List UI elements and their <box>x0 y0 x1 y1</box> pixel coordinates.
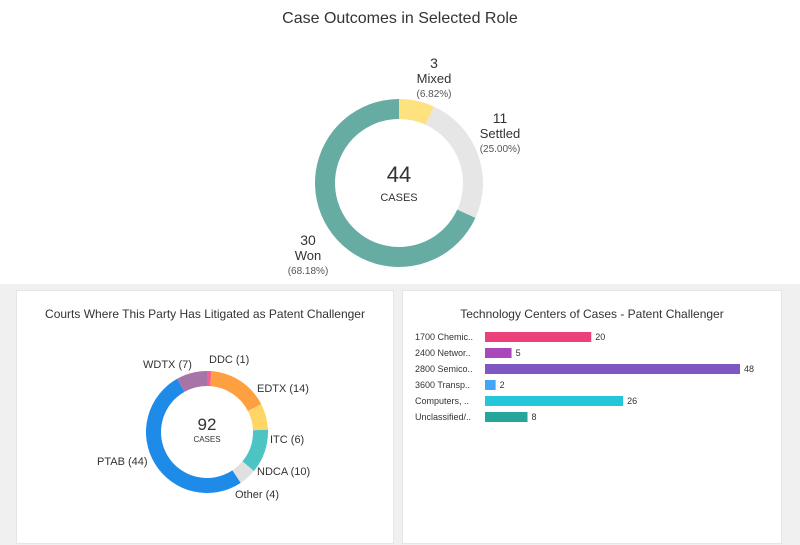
tech-centers-panel: Technology Centers of Cases - Patent Cha… <box>402 290 782 544</box>
center-total-label: CASES <box>380 192 417 204</box>
slice-ndca-10 <box>242 429 268 472</box>
label-mixed-name: Mixed <box>417 71 452 86</box>
label-wdtx-7: WDTX (7) <box>143 359 192 371</box>
slice-mixed <box>399 99 434 125</box>
courts-donut: DDC (1) EDTX (14) ITC (6) NDCA (10) Other (4… <box>97 354 310 501</box>
slice-ptab-44 <box>146 378 241 493</box>
bar-2800-semico <box>485 364 740 374</box>
label-ndca-10: NDCA (10) <box>257 466 310 478</box>
value-label-2400-networ: 5 <box>516 348 521 358</box>
bar-3600-transp <box>485 380 496 390</box>
label-mixed-percent: (6.82%) <box>416 89 451 100</box>
label-mixed-value: 3 <box>430 55 438 71</box>
slice-wdtx-7 <box>177 371 207 392</box>
category-label-2800-semico: 2800 Semico.. <box>415 364 473 374</box>
category-label-unclassified: Unclassified/.. <box>415 412 471 422</box>
bar-1700-chemic <box>485 332 592 342</box>
slice-itc-6 <box>247 404 268 431</box>
bar-2400-networ <box>485 348 512 358</box>
center-total-label: CASES <box>193 435 220 444</box>
slice-ddc-1 <box>207 371 212 387</box>
label-won-percent: (68.18%) <box>288 266 329 277</box>
value-label-2800-semico: 48 <box>744 364 754 374</box>
label-ddc-1: DDC (1) <box>209 354 249 366</box>
courts-panel-title: Courts Where This Party Has Litigated as… <box>45 307 365 321</box>
slice-edtx-14 <box>210 371 262 411</box>
courts-panel: Courts Where This Party Has Litigated as… <box>16 290 394 544</box>
center-total-value: 92 <box>198 415 217 434</box>
value-label-unclassified: 8 <box>532 412 537 422</box>
value-label-1700-chemic: 20 <box>595 332 605 342</box>
tech-centers-panel-title: Technology Centers of Cases - Patent Cha… <box>460 307 724 321</box>
bar-unclassified <box>485 412 528 422</box>
label-edtx-14: EDTX (14) <box>257 383 309 395</box>
category-label-2400-networ: 2400 Networ.. <box>415 348 471 358</box>
label-itc-6: ITC (6) <box>270 434 304 446</box>
label-ptab-44: PTAB (44) <box>97 456 148 468</box>
value-label-3600-transp: 2 <box>500 380 505 390</box>
main-chart-title: Case Outcomes in Selected Role <box>282 10 518 27</box>
label-settled-percent: (25.00%) <box>480 144 521 155</box>
label-other-4: Other (4) <box>235 489 279 501</box>
label-settled-name: Settled <box>480 126 520 141</box>
category-label-1700-chemic: 1700 Chemic.. <box>415 332 473 342</box>
label-settled-value: 11 <box>493 110 508 126</box>
center-total-value: 44 <box>387 162 411 187</box>
bar-computers <box>485 396 624 406</box>
value-label-computers: 26 <box>627 396 637 406</box>
slice-settled <box>425 106 483 218</box>
tech-centers-bar-chart: 1700 Chemic.. 20 2400 Networ.. 5 2800 Semico… <box>415 332 754 422</box>
category-label-3600-transp: 3600 Transp.. <box>415 380 470 390</box>
category-label-computers: Computers, .. <box>415 396 469 406</box>
label-won-name: Won <box>295 248 322 263</box>
slice-other-4 <box>232 461 254 483</box>
label-won-value: 30 <box>300 232 316 248</box>
